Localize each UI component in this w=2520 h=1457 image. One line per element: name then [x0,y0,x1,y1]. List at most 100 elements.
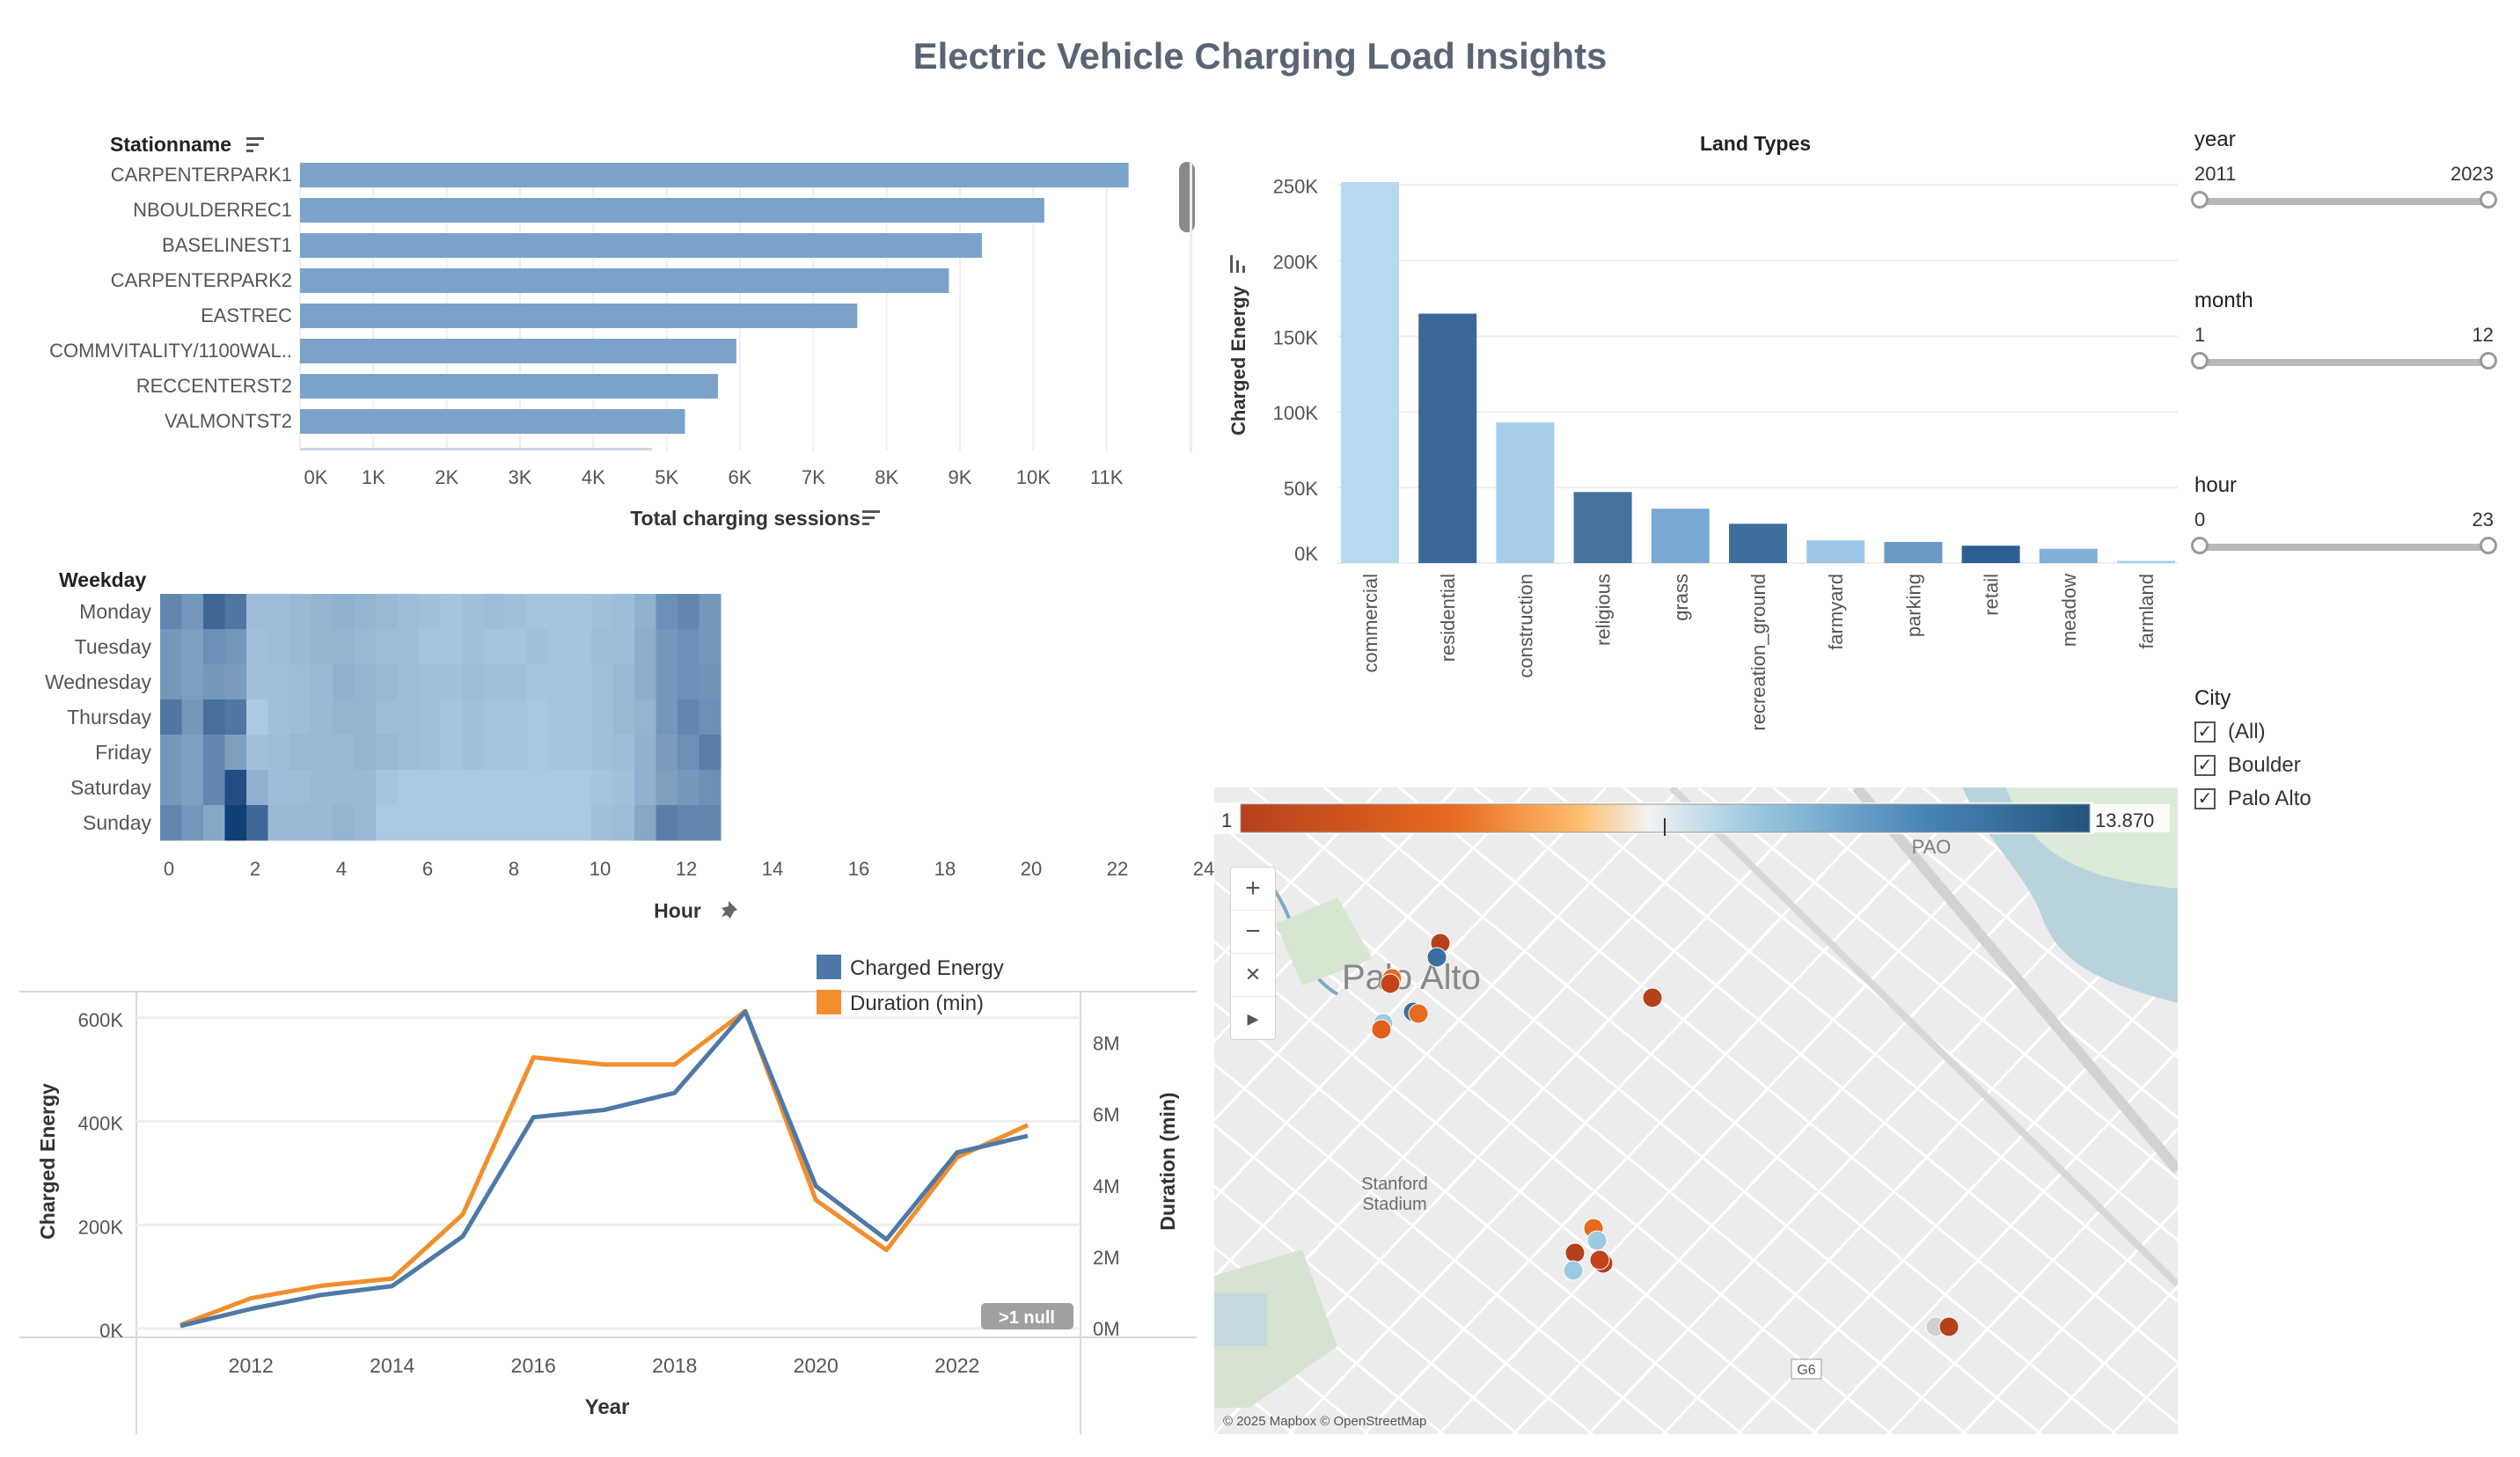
heatmap-cell[interactable] [656,594,678,630]
station-bar[interactable] [300,374,718,399]
heatmap-cell[interactable] [354,770,377,806]
heatmap-cell[interactable] [591,805,613,841]
heatmap-cell[interactable] [333,594,355,630]
heatmap-cell[interactable] [354,629,377,665]
hour-max-handle[interactable] [2480,537,2497,554]
heatmap-cell[interactable] [569,735,592,771]
land-type-bar[interactable] [1418,313,1477,563]
heatmap-cell[interactable] [397,805,420,841]
heatmap-cell[interactable] [656,770,678,806]
heatmap-cell[interactable] [548,805,570,841]
heatmap-cell[interactable] [160,594,182,630]
heatmap-cell[interactable] [267,699,290,736]
heatmap-cell[interactable] [699,805,722,841]
heatmap-cell[interactable] [440,735,463,771]
heatmap-cell[interactable] [376,594,398,630]
heatmap-cell[interactable] [483,629,506,665]
heatmap-cell[interactable] [634,699,656,736]
station-bar[interactable] [300,339,736,363]
heatmap-cell[interactable] [289,699,311,736]
heatmap-cell[interactable] [354,735,377,771]
heatmap-cell[interactable] [699,699,722,736]
heatmap-cell[interactable] [267,770,290,806]
heatmap-cell[interactable] [246,770,268,806]
trend-legend[interactable]: Charged Energy Duration (min) [817,955,1004,1015]
heatmap-cell[interactable] [181,664,204,700]
station-bar[interactable] [300,409,685,434]
land-type-bar[interactable] [1341,182,1399,563]
heatmap-cell[interactable] [246,594,268,630]
heatmap-cell[interactable] [548,770,570,806]
heatmap-cell[interactable] [548,594,570,630]
heatmap-cell[interactable] [267,594,290,630]
heatmap-cell[interactable] [569,594,592,630]
heatmap-cell[interactable] [505,699,527,736]
checkbox[interactable]: ✓ [2194,788,2216,809]
heatmap-cell[interactable] [419,664,441,700]
heatmap-cell[interactable] [376,735,398,771]
heatmap-cell[interactable] [569,629,592,665]
checkbox[interactable]: ✓ [2194,755,2216,776]
heatmap-cell[interactable] [160,735,182,771]
land-type-bar[interactable] [1573,492,1632,563]
heatmap-cell[interactable] [483,594,506,630]
land-type-bar[interactable] [1496,422,1555,563]
heatmap-cell[interactable] [419,629,441,665]
heatmap-cell[interactable] [678,629,700,665]
heatmap-cell[interactable] [203,805,225,841]
heatmap-cell[interactable] [678,735,700,771]
heatmap-cell[interactable] [181,594,204,630]
heatmap-cell[interactable] [246,629,268,665]
heatmap-cell[interactable] [612,805,635,841]
heatmap-cell[interactable] [483,805,506,841]
heatmap-cell[interactable] [289,594,311,630]
heatmap-cell[interactable] [333,770,355,806]
land-type-bar[interactable] [1651,509,1710,563]
heatmap-cell[interactable] [289,770,311,806]
pin-map-button[interactable]: ✕ [1231,954,1275,997]
heatmap-cell[interactable] [440,805,463,841]
heatmap-cell[interactable] [440,629,463,665]
station-bar[interactable] [300,163,1129,187]
series-line[interactable] [179,1009,1029,1329]
station-marker[interactable] [1408,1003,1429,1024]
heatmap-cell[interactable] [354,664,377,700]
heatmap-cell[interactable] [462,594,484,630]
heatmap-cell[interactable] [267,629,290,665]
heatmap-cell[interactable] [612,699,635,736]
heatmap-cell[interactable] [181,629,204,665]
heatmap-cell[interactable] [462,805,484,841]
station-label[interactable]: COMMVITALITY/1100WAL.. [49,340,292,362]
heatmap-cell[interactable] [311,629,333,665]
hour-filter[interactable]: hour 0 23 [2191,473,2497,554]
heatmap-cell[interactable] [224,629,247,665]
heatmap-cell[interactable] [548,664,570,700]
heatmap-cell[interactable] [354,594,377,630]
heatmap-cell[interactable] [526,805,549,841]
heatmap-cell[interactable] [526,699,549,736]
checkbox[interactable]: ✓ [2194,721,2216,743]
heatmap-cell[interactable] [376,805,398,841]
heatmap-cell[interactable] [612,629,635,665]
heatmap-cell[interactable] [462,770,484,806]
heatmap-cell[interactable] [419,770,441,806]
heatmap-cell[interactable] [483,699,506,736]
heatmap-cell[interactable] [678,594,700,630]
heatmap-cell[interactable] [483,735,506,771]
heatmap-cell[interactable] [634,805,656,841]
heatmap-cell[interactable] [440,770,463,806]
heatmap-cell[interactable] [526,664,549,700]
heatmap-cell[interactable] [246,664,268,700]
heatmap-cell[interactable] [224,735,247,771]
city-option-boulder[interactable]: ✓ Boulder [2194,753,2494,778]
zoom-out-button[interactable]: − [1231,911,1275,954]
station-marker[interactable] [1586,1230,1608,1251]
heatmap-cell[interactable] [160,805,182,841]
heatmap-cell[interactable] [656,735,678,771]
map-background[interactable] [1214,787,2178,1434]
toolbar-expand-button[interactable]: ▸ [1247,1004,1259,1031]
heatmap-cell[interactable] [397,594,420,630]
map-toolbar[interactable]: + − ✕ ▸ [1230,867,1276,1040]
land-types-chart[interactable]: Land Types 250K 200K 150K 100K 50K 0K commerc… [1227,132,2178,731]
sort-axis-icon[interactable] [862,510,880,525]
